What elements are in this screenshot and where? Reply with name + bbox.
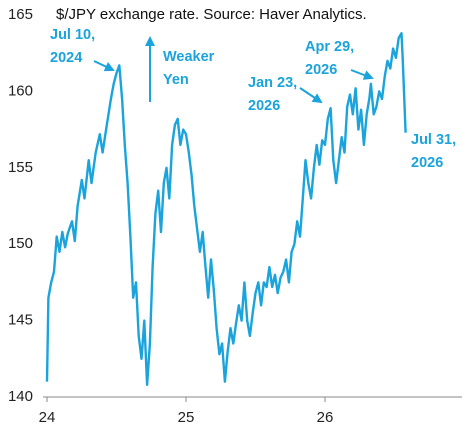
annotation: 2026	[305, 62, 337, 78]
annotation: Jan 23,	[248, 75, 297, 91]
annotation-arrow	[299, 87, 323, 104]
y-tick-label: 165	[8, 6, 33, 23]
annotation: Weaker	[163, 49, 215, 65]
chart-title: $/JPY exchange rate. Source: Haver Analy…	[56, 6, 367, 23]
y-tick-label: 145	[8, 312, 33, 329]
annotation: 2026	[248, 98, 280, 114]
annotation-arrow	[93, 60, 115, 72]
annotation: 2026	[411, 155, 443, 171]
annotation: Jul 10,	[50, 27, 95, 43]
price-line	[45, 32, 407, 386]
annotation: Apr 29,	[305, 39, 354, 55]
y-tick-label: 155	[8, 159, 33, 176]
y-tick-label: 140	[8, 388, 33, 405]
annotation: Jul 31,	[411, 132, 456, 148]
x-tick-label: 25	[178, 409, 195, 426]
annotation: Yen	[163, 72, 189, 88]
y-tick-label: 160	[8, 82, 33, 99]
annotation-arrow	[350, 69, 374, 80]
x-tick-label: 26	[317, 409, 334, 426]
x-tick-label: 24	[39, 409, 56, 426]
annotation: 2024	[50, 50, 82, 66]
y-tick-label: 150	[8, 235, 33, 252]
